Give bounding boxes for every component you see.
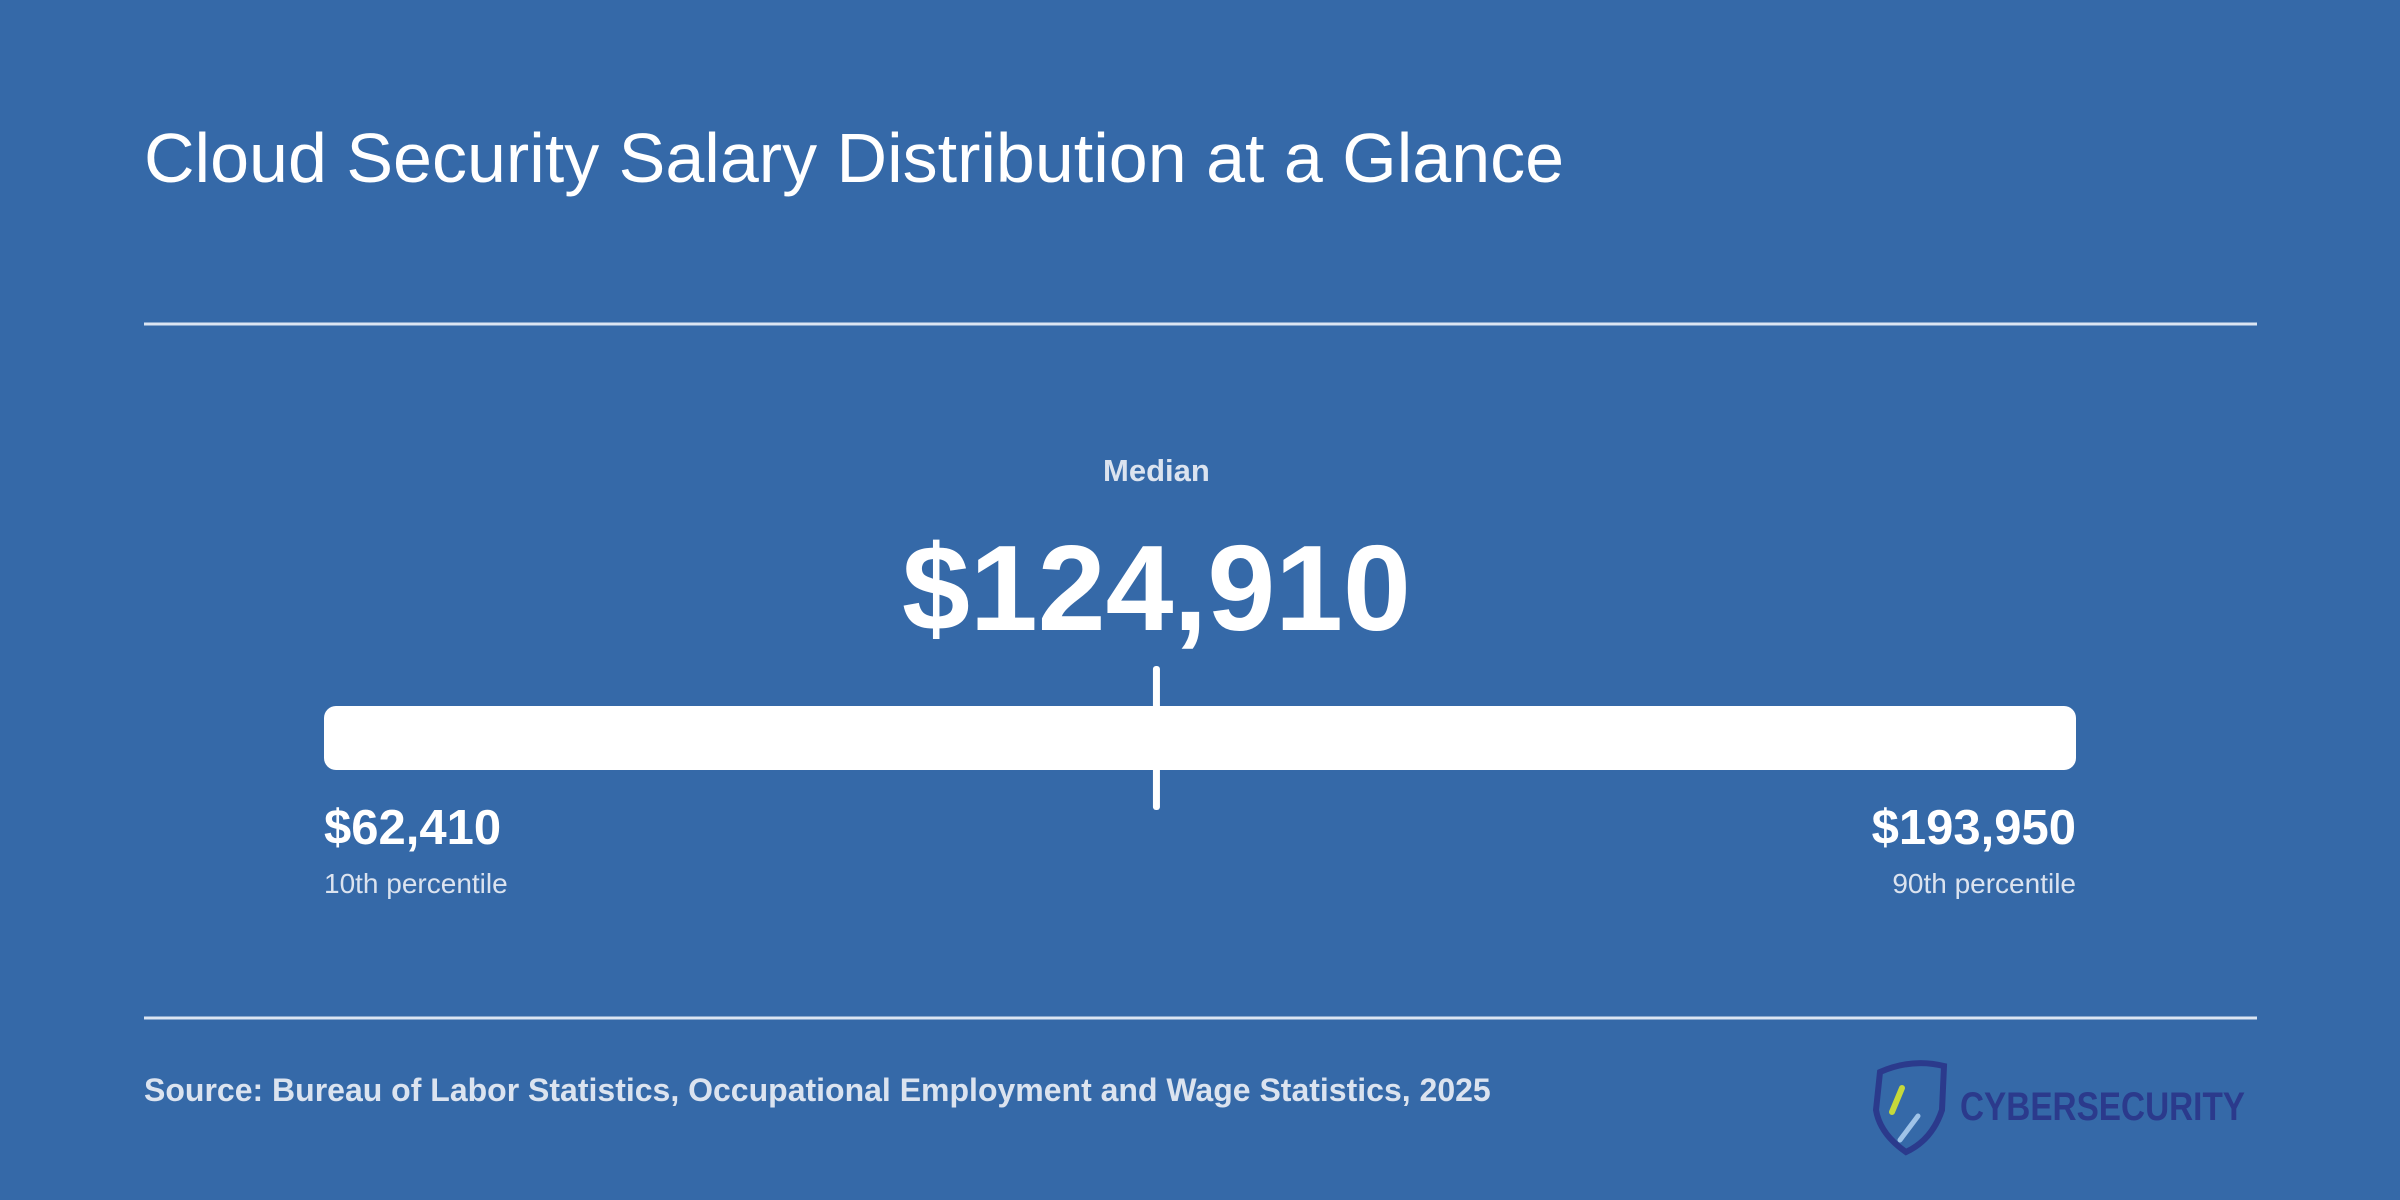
logo-accent [1897, 1113, 1921, 1143]
median-value: $124,910 [902, 520, 1411, 656]
logo-accent [1889, 1085, 1905, 1115]
median-marker [1152, 666, 1160, 810]
low-label: 10th percentile [324, 868, 508, 899]
logo: CYBERSECURITY [1872, 1060, 2245, 1156]
median-label: Median [1103, 453, 1210, 488]
title: Cloud Security Salary Distribution at a … [144, 119, 1564, 197]
low-value: $62,410 [324, 801, 501, 855]
high-label: 90th percentile [1892, 868, 2076, 899]
range-bar [324, 706, 2076, 770]
high-value: $193,950 [1872, 801, 2076, 855]
logo-text: CYBERSECURITY [1960, 1085, 2245, 1129]
source: Source: Bureau of Labor Statistics, Occu… [144, 1072, 1491, 1108]
logo-shield [1872, 1060, 1948, 1156]
